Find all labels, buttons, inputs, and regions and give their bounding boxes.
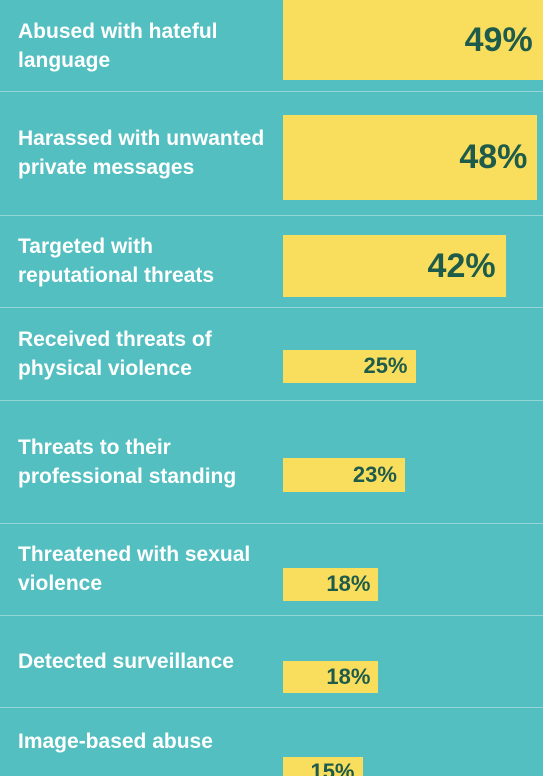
bar: [283, 661, 379, 693]
category-label: Targeted with reputational threats: [18, 235, 215, 287]
category-label: Harassed with unwanted private messages: [18, 127, 265, 179]
divider: [0, 707, 543, 708]
bar: [283, 458, 405, 492]
value-label: 18%: [326, 663, 371, 689]
divider: [0, 400, 543, 401]
divider: [0, 91, 543, 92]
value-label: 42%: [427, 246, 496, 285]
value-label: 25%: [363, 353, 408, 379]
bar: [283, 0, 543, 80]
bar: [283, 350, 416, 383]
bar: [283, 757, 363, 776]
category-label: Threats to their professional standing: [18, 435, 237, 488]
category-label: Detected surveillance: [18, 649, 234, 673]
bar: [283, 568, 379, 601]
divider: [0, 215, 543, 216]
divider: [0, 615, 543, 616]
category-label: Received threats of physical violence: [18, 327, 212, 380]
category-label: Threatened with sexual violence: [18, 543, 251, 595]
divider: [0, 523, 543, 524]
value-label: 49%: [464, 20, 533, 59]
category-label: Abused with hateful language: [18, 19, 218, 72]
value-label: 18%: [326, 571, 371, 597]
value-label: 48%: [459, 138, 528, 177]
divider: [0, 307, 543, 308]
value-label: 15%: [310, 758, 355, 776]
value-label: 23%: [352, 461, 397, 487]
bar: [283, 235, 506, 297]
bar: [283, 115, 538, 200]
category-label: Image-based abuse: [18, 730, 213, 753]
